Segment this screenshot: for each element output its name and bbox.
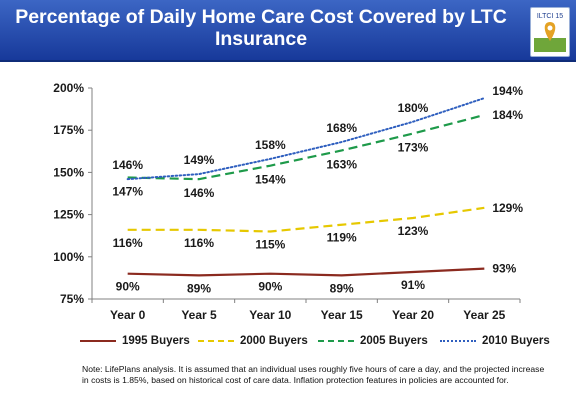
legend-item: 2005 Buyers bbox=[318, 330, 428, 352]
data-label: 146% bbox=[112, 158, 143, 172]
data-label: 168% bbox=[326, 121, 357, 135]
series-line-2 bbox=[127, 206, 485, 233]
y-tick-label: 75% bbox=[60, 292, 84, 306]
legend-swatch bbox=[198, 340, 234, 342]
legend-label: 2010 Buyers bbox=[482, 335, 550, 347]
chart-title: Percentage of Daily Home Care Cost Cover… bbox=[15, 6, 507, 50]
x-tick-label: Year 25 bbox=[463, 308, 505, 322]
data-label: 89% bbox=[330, 281, 354, 295]
legend-label: 1995 Buyers bbox=[122, 335, 190, 347]
x-tick-label: Year 5 bbox=[181, 308, 217, 322]
data-label: 116% bbox=[184, 236, 214, 250]
data-label: 90% bbox=[116, 280, 140, 294]
series-line-4 bbox=[126, 97, 486, 181]
y-tick-label: 125% bbox=[53, 208, 84, 222]
x-tick-label: Year 0 bbox=[110, 308, 146, 322]
data-label: 115% bbox=[255, 237, 285, 251]
data-label: 90% bbox=[258, 280, 282, 294]
map-pin-icon bbox=[544, 22, 556, 41]
data-label: 146% bbox=[184, 186, 215, 200]
x-tick-label: Year 20 bbox=[392, 308, 434, 322]
data-label: 173% bbox=[398, 141, 429, 155]
data-label: 184% bbox=[492, 108, 523, 122]
data-label: 129% bbox=[492, 201, 523, 215]
series-line-1 bbox=[127, 267, 485, 277]
legend-label: 2005 Buyers bbox=[360, 335, 428, 347]
data-label: 147% bbox=[112, 184, 143, 198]
data-label: 180% bbox=[398, 101, 429, 115]
footnote: Note: LifePlans analysis. It is assumed … bbox=[82, 364, 545, 385]
line-chart: 75% 100% 125% 150% 175% 200% Year 0 Year 5 Year … bbox=[53, 81, 523, 322]
data-label: 149% bbox=[184, 153, 215, 167]
logo-ground bbox=[534, 38, 566, 52]
data-label: 93% bbox=[492, 262, 516, 276]
legend-item: 2000 Buyers bbox=[198, 330, 308, 352]
legend-swatch bbox=[440, 340, 476, 342]
data-label: 154% bbox=[255, 173, 286, 187]
iltci-logo: ILTCI 15 bbox=[530, 7, 570, 57]
y-tick-label: 100% bbox=[53, 250, 84, 264]
y-tick-label: 175% bbox=[53, 123, 84, 137]
series-line-3 bbox=[127, 113, 485, 181]
legend-label: 2000 Buyers bbox=[240, 335, 308, 347]
y-tick-label: 150% bbox=[53, 165, 84, 179]
data-label: 123% bbox=[398, 224, 429, 238]
title-banner: Percentage of Daily Home Care Cost Cover… bbox=[0, 0, 576, 62]
y-tick-label: 200% bbox=[53, 81, 84, 95]
x-tick-label: Year 15 bbox=[321, 308, 363, 322]
logo-graphic: ILTCI 15 bbox=[534, 13, 566, 52]
legend: 1995 Buyers 2000 Buyers 2005 Buyers 2010 Bu… bbox=[80, 330, 550, 352]
legend-swatch bbox=[80, 340, 116, 342]
axes: 75% 100% 125% 150% 175% 200% Year 0 Year 5 Year … bbox=[53, 81, 521, 322]
x-tick-label: Year 10 bbox=[249, 308, 291, 322]
legend-item: 2010 Buyers bbox=[440, 330, 550, 352]
data-label: 158% bbox=[255, 138, 286, 152]
series-lines bbox=[126, 97, 486, 277]
data-label: 116% bbox=[113, 236, 143, 250]
map-pin-dot bbox=[547, 25, 553, 31]
data-label: 91% bbox=[401, 278, 425, 292]
logo-text: ILTCI 15 bbox=[537, 13, 563, 20]
legend-swatch bbox=[318, 340, 354, 342]
data-label: 194% bbox=[492, 84, 523, 98]
data-label: 163% bbox=[326, 157, 357, 171]
legend-item: 1995 Buyers bbox=[80, 330, 190, 352]
data-label: 89% bbox=[187, 281, 211, 295]
data-label: 119% bbox=[327, 231, 357, 245]
data-labels: 90% 89% 90% 89% 91% 93% 116% 116% 115% 119% 123% 12… bbox=[112, 84, 523, 295]
